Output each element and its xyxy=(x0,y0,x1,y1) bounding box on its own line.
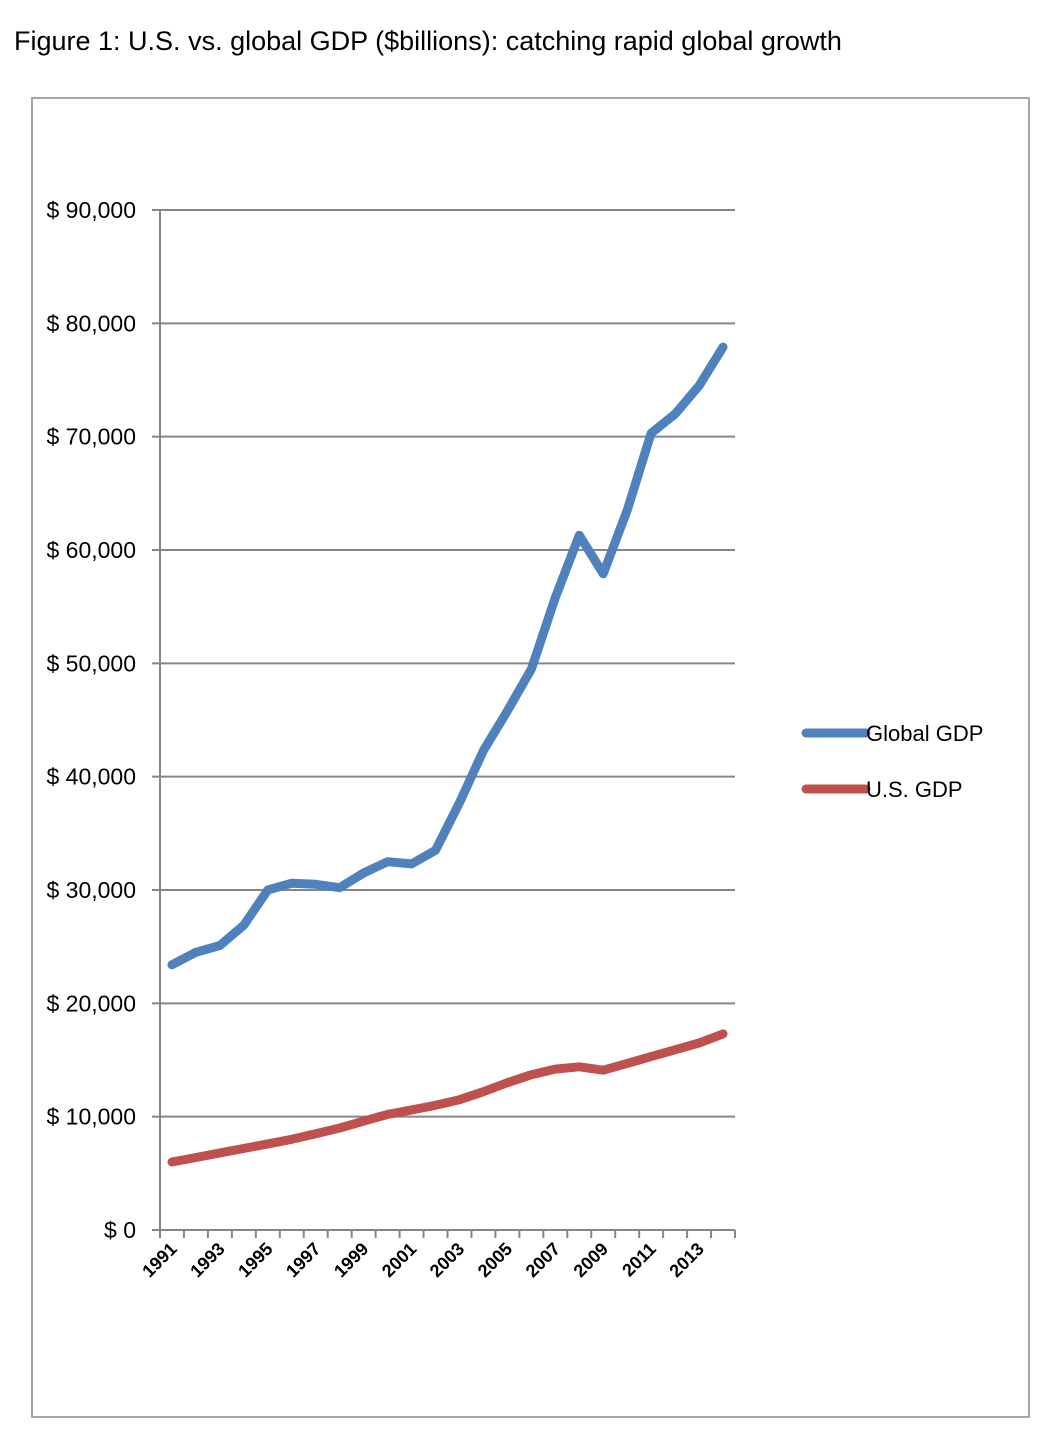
x-tick-label: 2013 xyxy=(665,1239,707,1281)
series-line-1 xyxy=(167,1029,728,1167)
x-tick-label: 2001 xyxy=(378,1239,420,1281)
axes xyxy=(152,209,736,1238)
y-tick-label: $ 30,000 xyxy=(46,877,136,903)
y-tick-label: $ 80,000 xyxy=(46,310,136,336)
x-tick-label: 1993 xyxy=(186,1239,228,1281)
x-axis-tick-labels: 1991 1993 1995 1997 1999 2001 2003 2005 2007 2009… xyxy=(138,1239,708,1281)
x-tick-label: 2009 xyxy=(570,1239,612,1281)
x-tick-label: 1999 xyxy=(330,1239,372,1281)
x-tick-label: 1991 xyxy=(138,1239,180,1281)
y-tick-label: $ 90,000 xyxy=(46,197,136,223)
y-tick-label: $ 20,000 xyxy=(46,990,136,1016)
y-axis-tick-labels: $ 0 $ 10,000 $ 20,000 $ 30,000 $ 40,000 $ 50,… xyxy=(46,197,136,1243)
legend: Global GDP U.S. GDP xyxy=(801,721,983,802)
y-tick-label: $ 60,000 xyxy=(46,537,136,563)
y-tick-label: $ 50,000 xyxy=(46,650,136,676)
y-tick-label: $ 70,000 xyxy=(46,424,136,450)
y-tick-label: $ 40,000 xyxy=(46,764,136,790)
x-tick-label: 2007 xyxy=(522,1239,564,1281)
figure-title: Figure 1: U.S. vs. global GDP ($billions… xyxy=(14,26,842,56)
series-lines xyxy=(167,342,728,1167)
legend-label: U.S. GDP xyxy=(866,777,963,802)
x-tick-label: 2011 xyxy=(618,1239,660,1281)
chart-frame xyxy=(31,97,1030,1418)
legend-label: Global GDP xyxy=(866,721,983,746)
y-tick-label: $ 10,000 xyxy=(46,1104,136,1130)
gridlines xyxy=(160,209,735,1118)
x-tick-label: 1997 xyxy=(282,1239,324,1281)
y-tick-label: $ 0 xyxy=(104,1217,136,1243)
series-line-0 xyxy=(167,342,728,970)
x-tick-label: 1995 xyxy=(234,1239,276,1281)
x-tick-label: 2005 xyxy=(474,1239,516,1281)
x-tick-label: 2003 xyxy=(426,1239,468,1281)
